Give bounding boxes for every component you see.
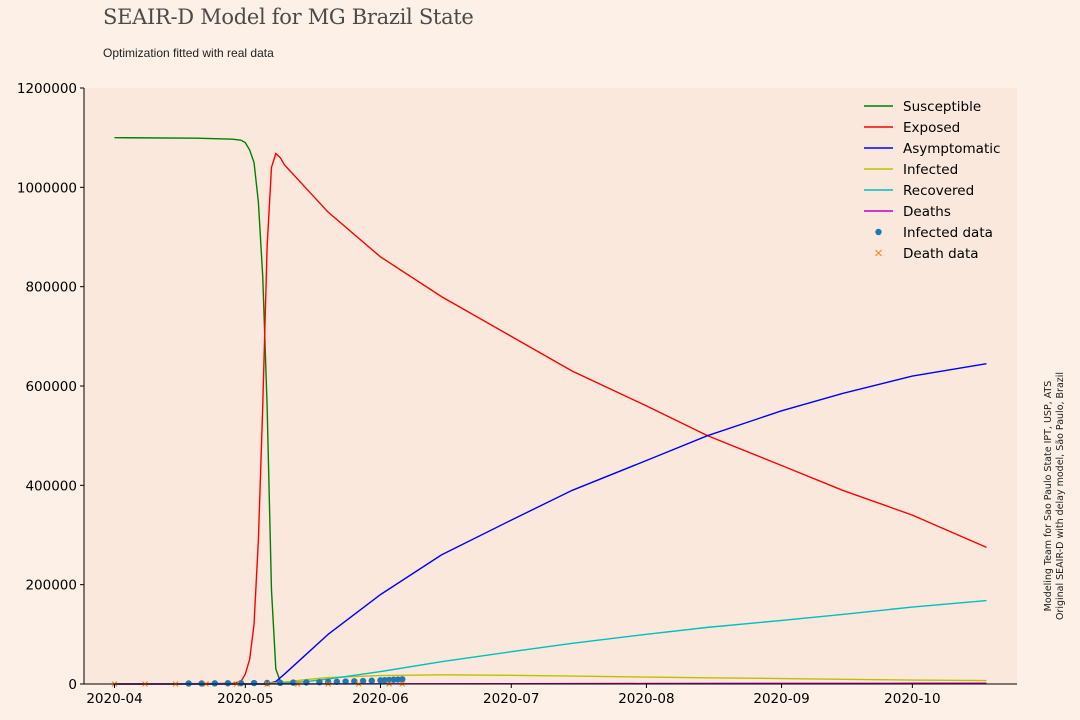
- x-tick-label: 2020-06: [352, 691, 408, 707]
- legend-label: Infected: [903, 162, 958, 178]
- data-point-infected-data: [224, 680, 232, 687]
- legend-item-recovered: Recovered: [864, 183, 974, 199]
- data-point-infected-data: [359, 677, 367, 685]
- x-tick-label: 2020-04: [86, 691, 142, 707]
- legend-label: Exposed: [903, 120, 960, 136]
- legend-label: Susceptible: [903, 99, 981, 115]
- x-tick-label: 2020-09: [753, 691, 809, 707]
- series-points-infected-data: [185, 676, 406, 687]
- legend-item-exposed: Exposed: [864, 120, 960, 136]
- data-point-infected-data: [263, 679, 271, 687]
- series-line-recovered: [114, 599, 987, 685]
- legend-label: Asymptomatic: [903, 141, 1000, 157]
- data-point-infected-data: [368, 677, 375, 684]
- legend-label: Recovered: [903, 183, 974, 199]
- legend-label: Infected data: [903, 225, 993, 241]
- chart-title: SEAIR-D Model for MG Brazil State: [103, 5, 474, 29]
- data-point-infected-data: [303, 679, 310, 686]
- plot-area: [84, 88, 1017, 684]
- data-point-infected-data: [237, 679, 245, 687]
- y-tick-label: 0: [68, 677, 77, 693]
- series-line-asymptomatic: [114, 362, 987, 685]
- data-point-infected-data: [211, 680, 218, 687]
- data-point-infected-data: [250, 679, 258, 687]
- data-point-infected-data: [333, 678, 341, 685]
- x-tick-label: 2020-08: [618, 691, 674, 707]
- x-tick-label: 2020-05: [217, 691, 273, 707]
- chart-subtitle: Optimization fitted with real data: [103, 46, 274, 60]
- series-line-susceptible: [114, 136, 294, 685]
- legend-swatch: [875, 249, 882, 257]
- legend: Susceptible Exposed Asymptomatic Infected Re…: [864, 99, 1000, 262]
- data-point-infected-data: [342, 678, 349, 685]
- data-point-infected-data: [290, 679, 297, 686]
- legend-item-deaths: Deaths: [864, 204, 951, 220]
- y-tick-label: 600000: [25, 379, 77, 395]
- legend-item-infected: Infected: [864, 162, 958, 178]
- legend-item-susceptible: Susceptible: [864, 99, 981, 115]
- data-point-infected-data: [351, 678, 358, 685]
- y-tick-label: 400000: [25, 478, 77, 494]
- y-tick-label: 1000000: [17, 180, 77, 196]
- legend-swatch: [875, 228, 882, 236]
- legend-item-death-data: Death data: [875, 246, 979, 262]
- data-point-infected-data: [276, 679, 284, 687]
- legend-label: Deaths: [903, 204, 951, 220]
- y-tick-label: 800000: [25, 280, 77, 296]
- x-tick-label: 2020-07: [483, 691, 539, 707]
- series-line-exposed: [114, 152, 987, 685]
- y-tick-label: 200000: [25, 578, 77, 594]
- data-point-infected-data: [399, 676, 406, 683]
- legend-item-infected-data: Infected data: [875, 225, 993, 241]
- y-tick-label: 1200000: [17, 81, 77, 97]
- axes-layer: 0 200000 400000 600000 800000 1000000 1200000 2…: [17, 81, 1017, 707]
- legend-label: Death data: [903, 246, 979, 262]
- legend-item-asymptomatic: Asymptomatic: [864, 141, 1000, 157]
- x-tick-label: 2020-10: [884, 691, 940, 707]
